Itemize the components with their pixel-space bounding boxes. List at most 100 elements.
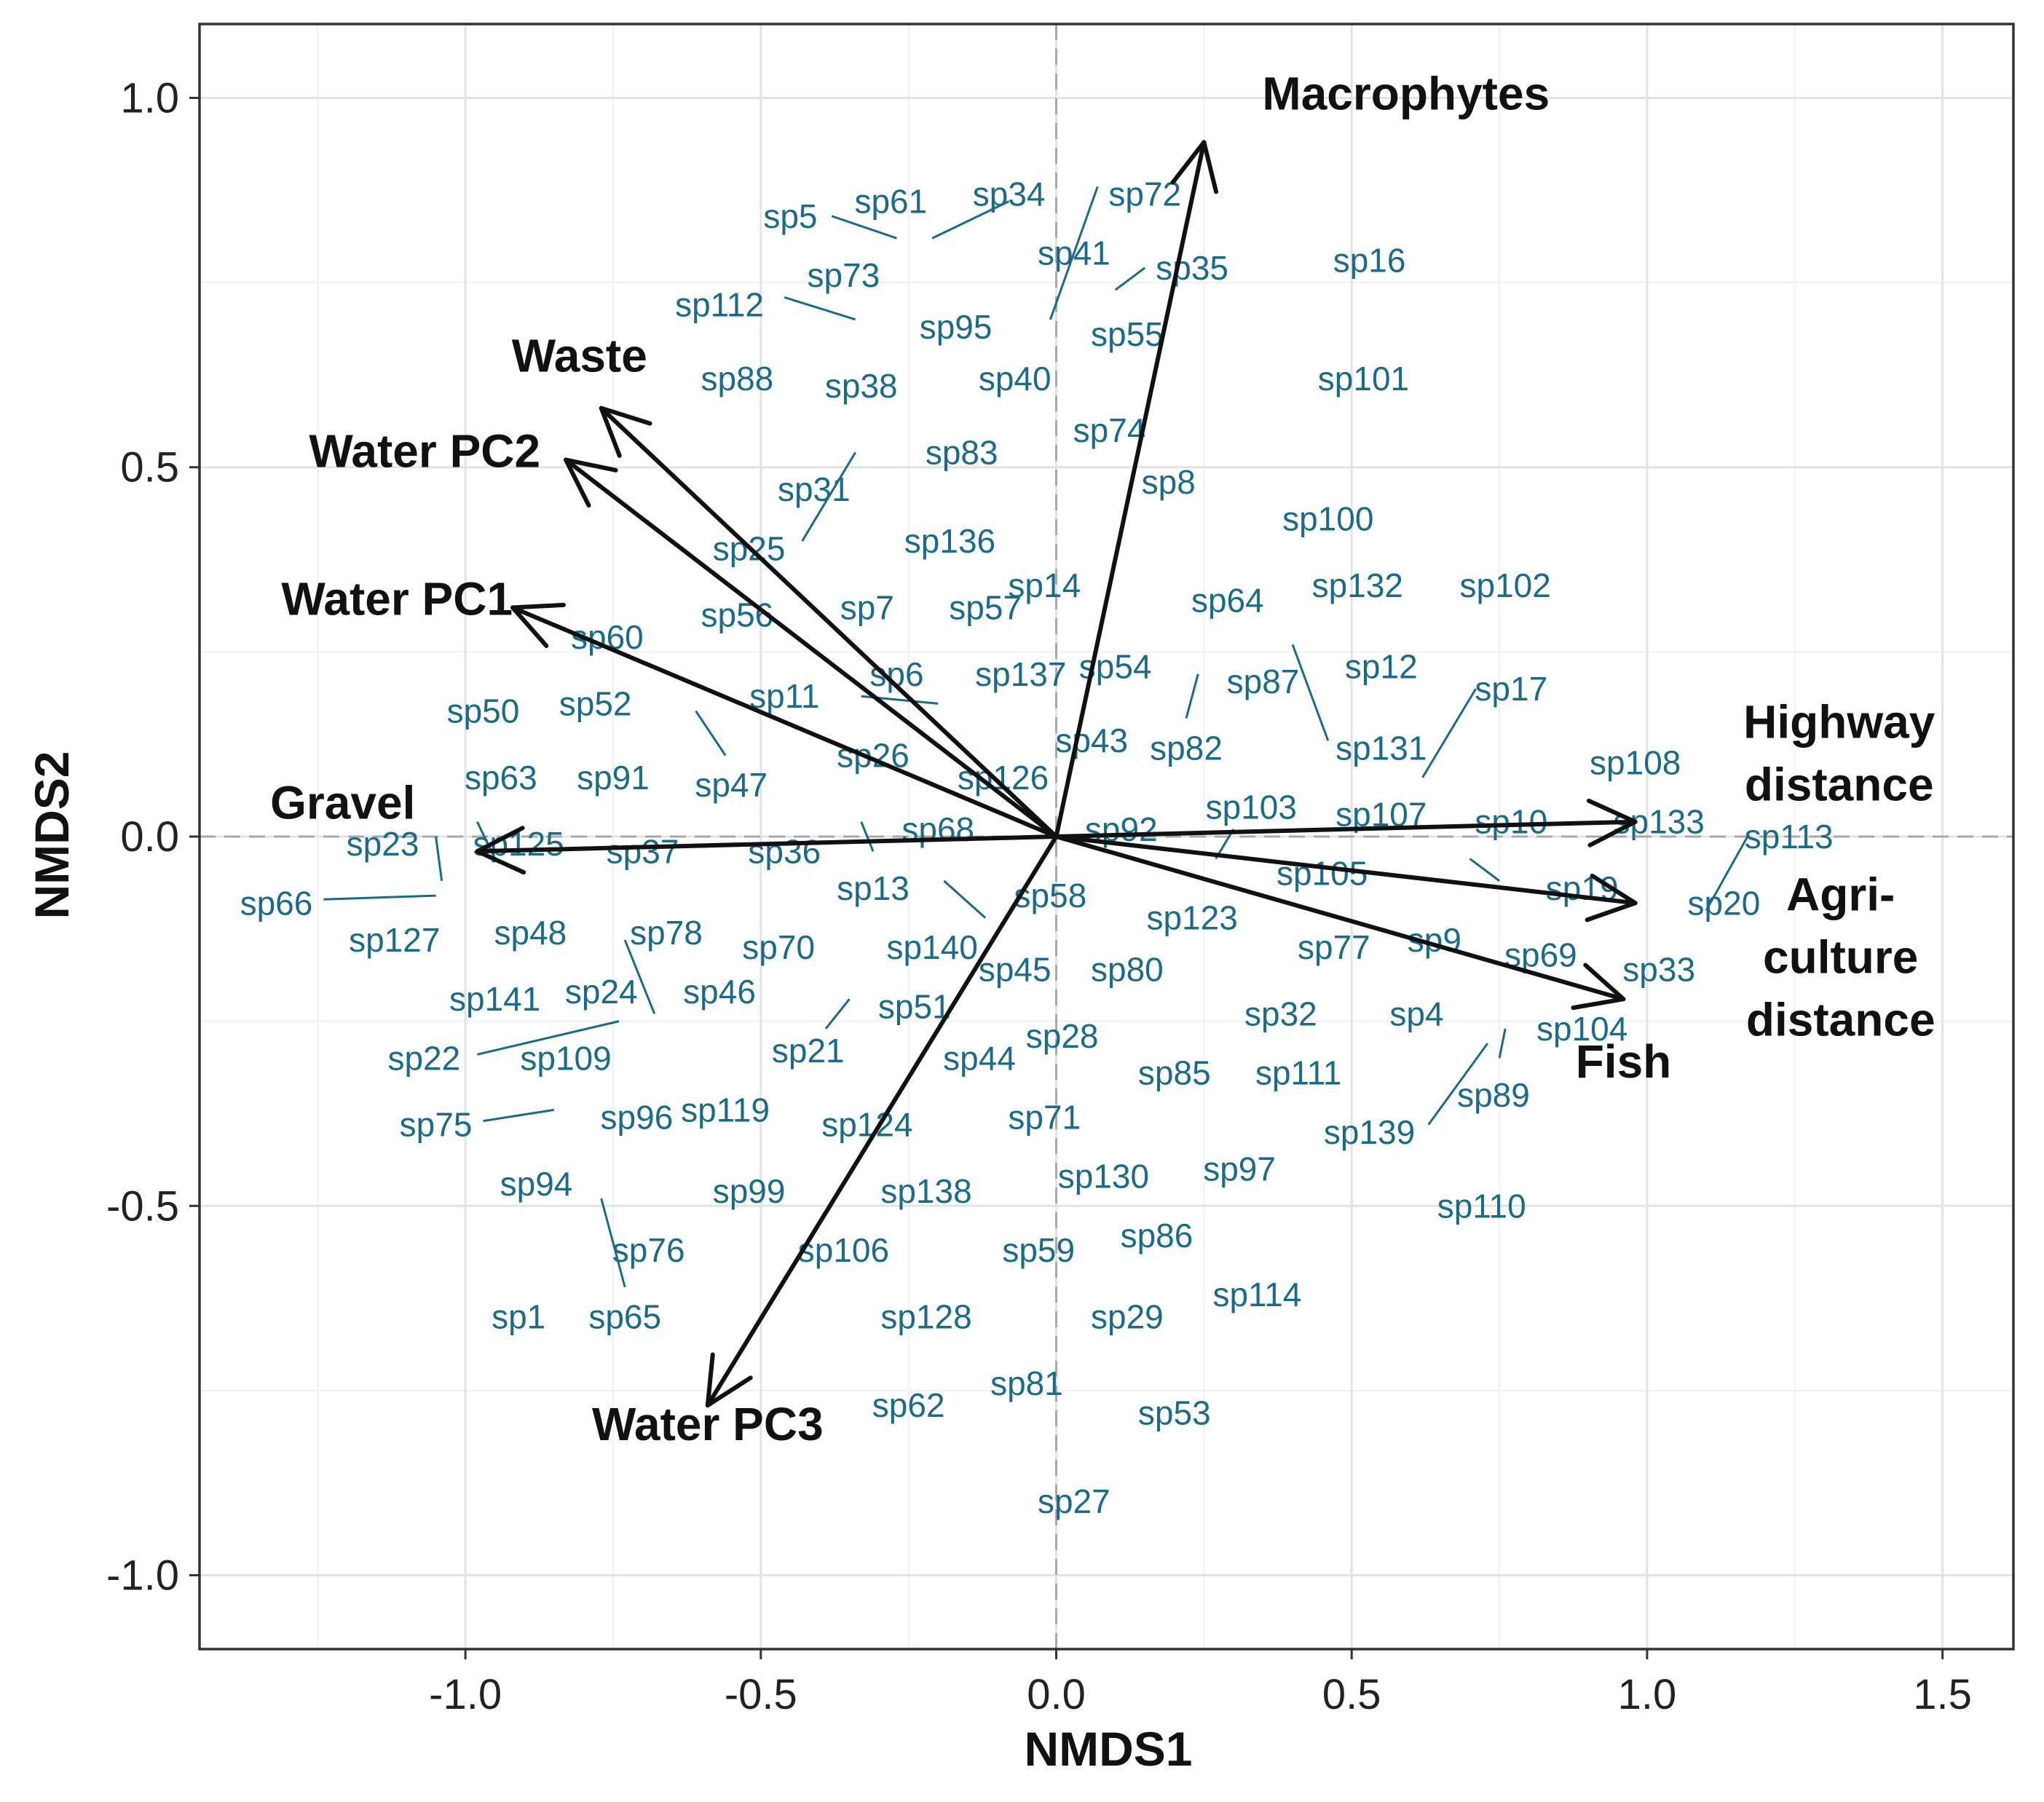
species-label: sp11 (749, 677, 819, 715)
species-label: sp7 (840, 588, 894, 626)
species-label: sp108 (1590, 744, 1681, 782)
vector-arrow-head (510, 602, 566, 649)
species-leader-line (600, 1198, 626, 1288)
vector-label: Fish (1576, 1035, 1672, 1088)
species-leader-line (435, 836, 443, 882)
species-label: sp16 (1333, 242, 1406, 280)
species-label: sp130 (1058, 1158, 1149, 1196)
species-leader-line (1049, 186, 1099, 320)
species-label: sp36 (748, 832, 821, 870)
species-label: sp5 (763, 197, 817, 235)
species-label: sp139 (1324, 1113, 1415, 1151)
species-label: sp70 (742, 928, 815, 966)
vector-arrow-head (1170, 140, 1219, 194)
species-leader-line (1469, 858, 1500, 882)
species-label: sp45 (979, 951, 1051, 989)
y-axis-ticks: -1.0 -0.5 0.0 0.5 1.0 (106, 74, 200, 1600)
species-label: sp72 (1108, 175, 1181, 213)
species-label: sp114 (1212, 1276, 1301, 1313)
species-label: sp106 (798, 1231, 889, 1269)
vector-arrow-head (705, 1352, 753, 1408)
species-label: sp66 (240, 884, 313, 922)
species-label: sp75 (400, 1106, 473, 1144)
species-leader-line (831, 215, 897, 240)
species-leader-line (1427, 1043, 1489, 1126)
species-label: sp89 (1457, 1076, 1530, 1114)
species-label: sp34 (973, 175, 1046, 213)
species-label: sp137 (975, 655, 1066, 693)
vector-arrow-line (1054, 834, 1626, 1002)
vector-arrow-line (599, 406, 1059, 839)
species-label: sp20 (1688, 884, 1761, 922)
species-label: sp23 (347, 825, 419, 863)
species-leader-line (1705, 836, 1749, 912)
y-axis-title: NMDS2 (25, 751, 79, 919)
species-labels: sp5 sp61 sp34 sp72 sp41 sp35 sp16 sp73 sp112 sp95… (240, 175, 1834, 1520)
species-label: sp100 (1282, 500, 1373, 538)
species-label: sp82 (1150, 729, 1223, 767)
x-tick-label: 1.5 (1913, 1671, 1972, 1718)
species-label: sp88 (701, 360, 773, 398)
vector-arrow-line (705, 834, 1059, 1408)
vector-arrow-line (564, 457, 1059, 839)
species-leader-line (1291, 644, 1330, 741)
environmental-vectors: Macrophytes Waste Water PC2 Water PC1 Gravel… (270, 67, 1936, 1450)
species-label: sp103 (1206, 788, 1297, 826)
species-label: sp63 (465, 759, 537, 797)
species-label: sp124 (821, 1106, 912, 1144)
species-label: sp44 (943, 1039, 1016, 1077)
species-label: sp40 (979, 360, 1051, 398)
species-leader-line (1498, 1028, 1507, 1059)
species-label: sp28 (1026, 1017, 1099, 1055)
x-tick-label: 1.0 (1618, 1671, 1677, 1718)
x-axis-title: NMDS1 (1024, 1722, 1192, 1776)
species-label: sp65 (588, 1297, 661, 1335)
vector-label: Macrophytes (1262, 67, 1550, 119)
species-label: sp110 (1437, 1187, 1526, 1225)
species-leader-line (323, 894, 436, 901)
species-label: sp132 (1312, 566, 1403, 604)
species-label: sp56 (701, 596, 773, 634)
species-leader-line (860, 821, 875, 852)
species-label: sp131 (1335, 729, 1427, 767)
species-label: sp13 (837, 869, 909, 907)
species-label: sp22 (387, 1039, 460, 1077)
species-label: sp76 (612, 1231, 685, 1269)
species-label: sp87 (1227, 663, 1300, 700)
species-label: sp27 (1038, 1482, 1110, 1520)
species-label: sp136 (904, 522, 995, 560)
species-leader-line (784, 296, 856, 321)
species-label: sp32 (1244, 995, 1317, 1032)
species-label: sp77 (1298, 928, 1370, 966)
species-label: sp57 (949, 588, 1022, 626)
species-label: sp50 (447, 692, 520, 730)
species-leader-line (477, 1020, 620, 1056)
species-label: sp109 (520, 1039, 611, 1077)
species-leader-line (931, 200, 1010, 240)
vector-arrow-head (1571, 963, 1626, 1011)
species-label: sp81 (990, 1364, 1063, 1402)
species-leader-line (801, 451, 856, 542)
species-label: sp1 (492, 1297, 545, 1335)
species-label: sp99 (713, 1172, 786, 1210)
x-tick-label: 0.0 (1027, 1671, 1086, 1718)
species-label: sp74 (1073, 411, 1146, 449)
x-tick-label: -1.0 (429, 1671, 502, 1718)
species-label: sp112 (675, 286, 764, 324)
x-tick-label: -0.5 (725, 1671, 797, 1718)
y-tick-label: -1.0 (106, 1552, 179, 1600)
vector-arrow-head (475, 826, 526, 875)
species-label: sp14 (1008, 566, 1081, 604)
species-label: sp102 (1460, 566, 1551, 604)
species-label: sp62 (872, 1386, 945, 1424)
species-label: sp59 (1002, 1231, 1075, 1269)
species-label: sp141 (449, 980, 540, 1018)
species-label: sp127 (349, 921, 440, 959)
species-label: sp58 (1014, 877, 1087, 914)
species-label: sp4 (1389, 995, 1443, 1032)
vector-arrow-line (510, 605, 1059, 839)
species-label: sp140 (886, 928, 977, 966)
species-label: sp31 (778, 470, 851, 508)
species-label: sp43 (1055, 722, 1128, 759)
